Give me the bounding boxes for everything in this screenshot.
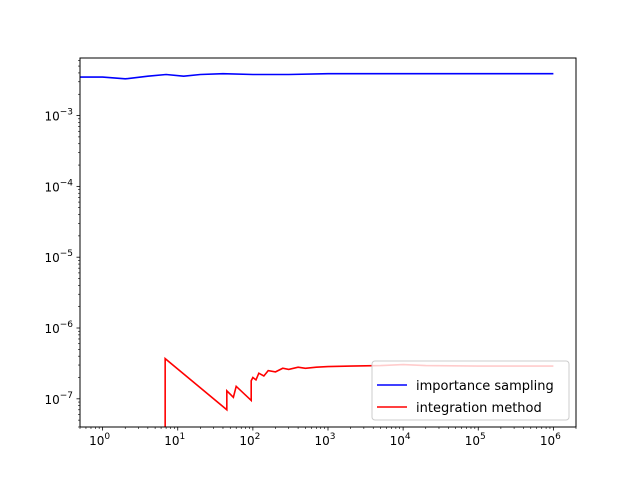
x-tick-label: 103	[314, 432, 335, 448]
x-tick-label: 100	[89, 432, 110, 448]
ticks-layer: 100 101 102 103 104 105 106 10−7 10−6 10−5 10−4 10−…	[44, 60, 577, 448]
legend-box	[371, 360, 570, 421]
x-tick-label: 101	[164, 432, 185, 448]
x-tick-label: 106	[540, 432, 561, 448]
series-line-importance-sampling	[80, 72, 554, 80]
legend-label-integration-method: integration method	[416, 401, 542, 416]
y-tick-label: 10−3	[44, 108, 73, 124]
y-tick-label: 10−5	[44, 249, 73, 265]
y-tick-label: 10−7	[44, 391, 73, 407]
legend: importance sampling integration method	[371, 360, 570, 421]
y-tick-label: 10−6	[44, 320, 73, 336]
x-tick-label: 104	[390, 432, 411, 448]
y-tick-label: 10−4	[44, 178, 73, 194]
x-tick-label: 102	[239, 432, 260, 448]
legend-label-importance-sampling: importance sampling	[416, 379, 554, 394]
x-tick-label: 105	[465, 432, 486, 448]
